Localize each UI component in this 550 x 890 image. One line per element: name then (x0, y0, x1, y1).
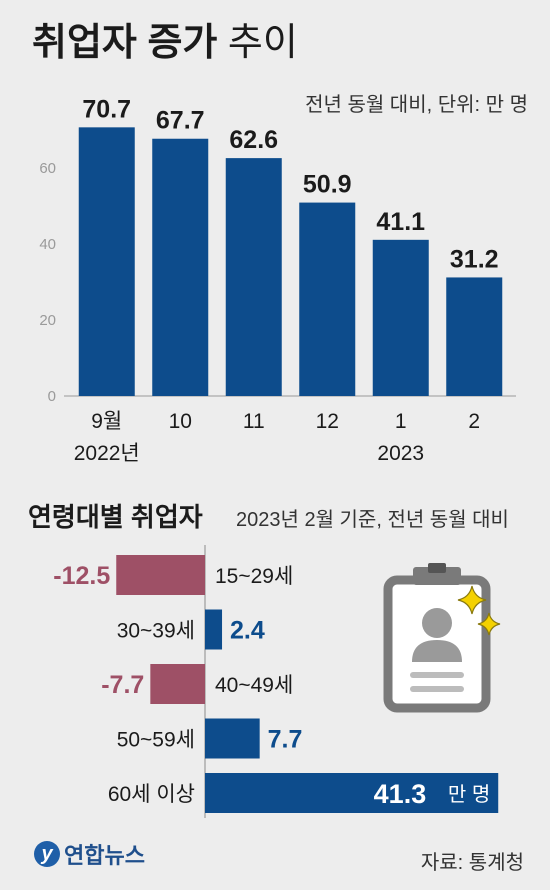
age-value-1: 2.4 (230, 617, 265, 645)
age-label-4: 60세 이상 (108, 783, 195, 806)
y-tick-label: 20 (39, 312, 56, 329)
badge-clip (413, 567, 461, 585)
age-label-1: 30~39세 (117, 620, 195, 643)
data-label-2: 62.6 (229, 126, 278, 154)
age-section-title: 연령대별 취업자 (28, 502, 203, 532)
age-section-subtitle: 2023년 2월 기준, 전년 동월 대비 (236, 509, 509, 531)
badge-person-head (422, 608, 452, 638)
age-value-4: 41.3 (374, 779, 427, 809)
title-bold: 취업자 증가 (32, 22, 218, 64)
bar-4 (372, 239, 429, 396)
page-title: 취업자 증가 추이 (32, 18, 298, 68)
data-label-5: 31.2 (450, 245, 499, 273)
source-note: 자료: 통계청 (420, 852, 524, 874)
title-light: 추이 (227, 22, 298, 64)
age-bar-4 (205, 773, 499, 813)
id-badge-icon (383, 563, 501, 713)
age-bar-1 (205, 609, 223, 650)
x-tick-label-1: 10 (169, 410, 192, 433)
data-label-4: 41.1 (376, 208, 425, 236)
y-tick-label: 40 (39, 236, 56, 253)
badge-text-line-2 (410, 686, 464, 692)
x-tick-label-3: 12 (316, 410, 339, 433)
year-label-0: 2022년 (74, 442, 140, 465)
badge-person-body (412, 640, 462, 662)
x-tick-label-2: 11 (243, 410, 265, 433)
sparkle-icon (457, 585, 487, 615)
yonhap-logo-icon: y (34, 841, 60, 867)
year-label-1: 2023 (377, 442, 424, 465)
age-value-unit: 만 명 (448, 783, 490, 806)
data-label-0: 70.7 (82, 95, 131, 123)
yonhap-logo: y 연합뉴스 (34, 838, 145, 870)
bar-0 (78, 127, 135, 396)
age-bar-3 (205, 718, 260, 759)
age-value-3: 7.7 (268, 726, 303, 754)
badge-text-line-1 (410, 672, 464, 678)
age-label-2: 40~49세 (215, 674, 293, 697)
age-bar-2 (150, 664, 205, 704)
y-tick-label: 0 (48, 388, 56, 405)
x-tick-label-4: 1 (395, 410, 407, 433)
age-bar-0 (116, 555, 205, 595)
bar-5 (446, 277, 503, 396)
data-label-3: 50.9 (303, 171, 352, 199)
bar-2 (225, 158, 282, 396)
data-label-1: 67.7 (156, 107, 205, 135)
age-label-3: 50~59세 (117, 729, 195, 752)
unit-note: 전년 동월 대비, 단위: 만 명 (305, 94, 528, 116)
age-value-2: -7.7 (101, 671, 144, 699)
age-label-0: 15~29세 (215, 565, 293, 588)
logo-text: 연합뉴스 (64, 843, 145, 868)
badge-clip-top (428, 563, 446, 573)
bar-3 (299, 202, 356, 396)
age-value-0: -12.5 (53, 562, 110, 590)
x-tick-label-5: 2 (468, 410, 480, 433)
sparkle-icon-small (477, 612, 501, 636)
bar-1 (152, 138, 209, 397)
y-tick-label: 60 (39, 160, 56, 177)
x-tick-label-0: 9월 (91, 410, 122, 433)
